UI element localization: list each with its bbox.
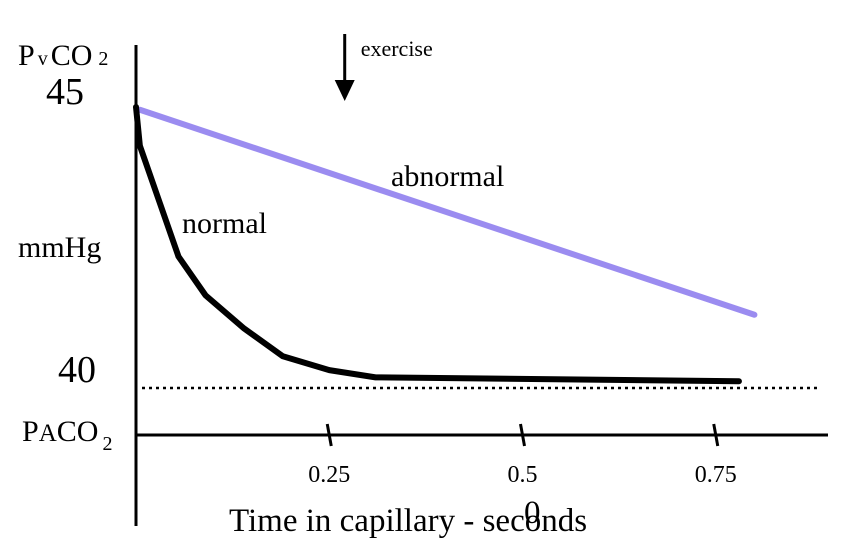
series-line-abnormal [136,106,758,318]
x-tick-label: 0.25 [308,462,350,488]
x-tick-label: 0.5 [508,462,538,488]
y-value-45: 45 [46,71,84,113]
exercise-arrowhead [334,80,355,101]
x-ticks: 0.25 0.5 0.75 [308,423,737,488]
x-tick-label: 0.75 [695,462,737,488]
y-value-40: 40 [58,349,96,391]
y-bottom-label: PACO 2 [22,415,112,455]
x-axis-label: Time in capillary - seconds [229,503,587,539]
series-line-normal [133,104,742,385]
x-tick-mark [325,423,333,447]
x-origin-label: 0 [524,495,541,531]
exercise-annotation: exercise [361,36,433,61]
x-tick-mark [519,423,526,447]
series-label-abnormal: abnormal [391,160,504,193]
series-label-normal: normal [182,207,267,240]
x-tick-mark [712,423,720,447]
y-unit-label: mmHg [18,231,101,264]
